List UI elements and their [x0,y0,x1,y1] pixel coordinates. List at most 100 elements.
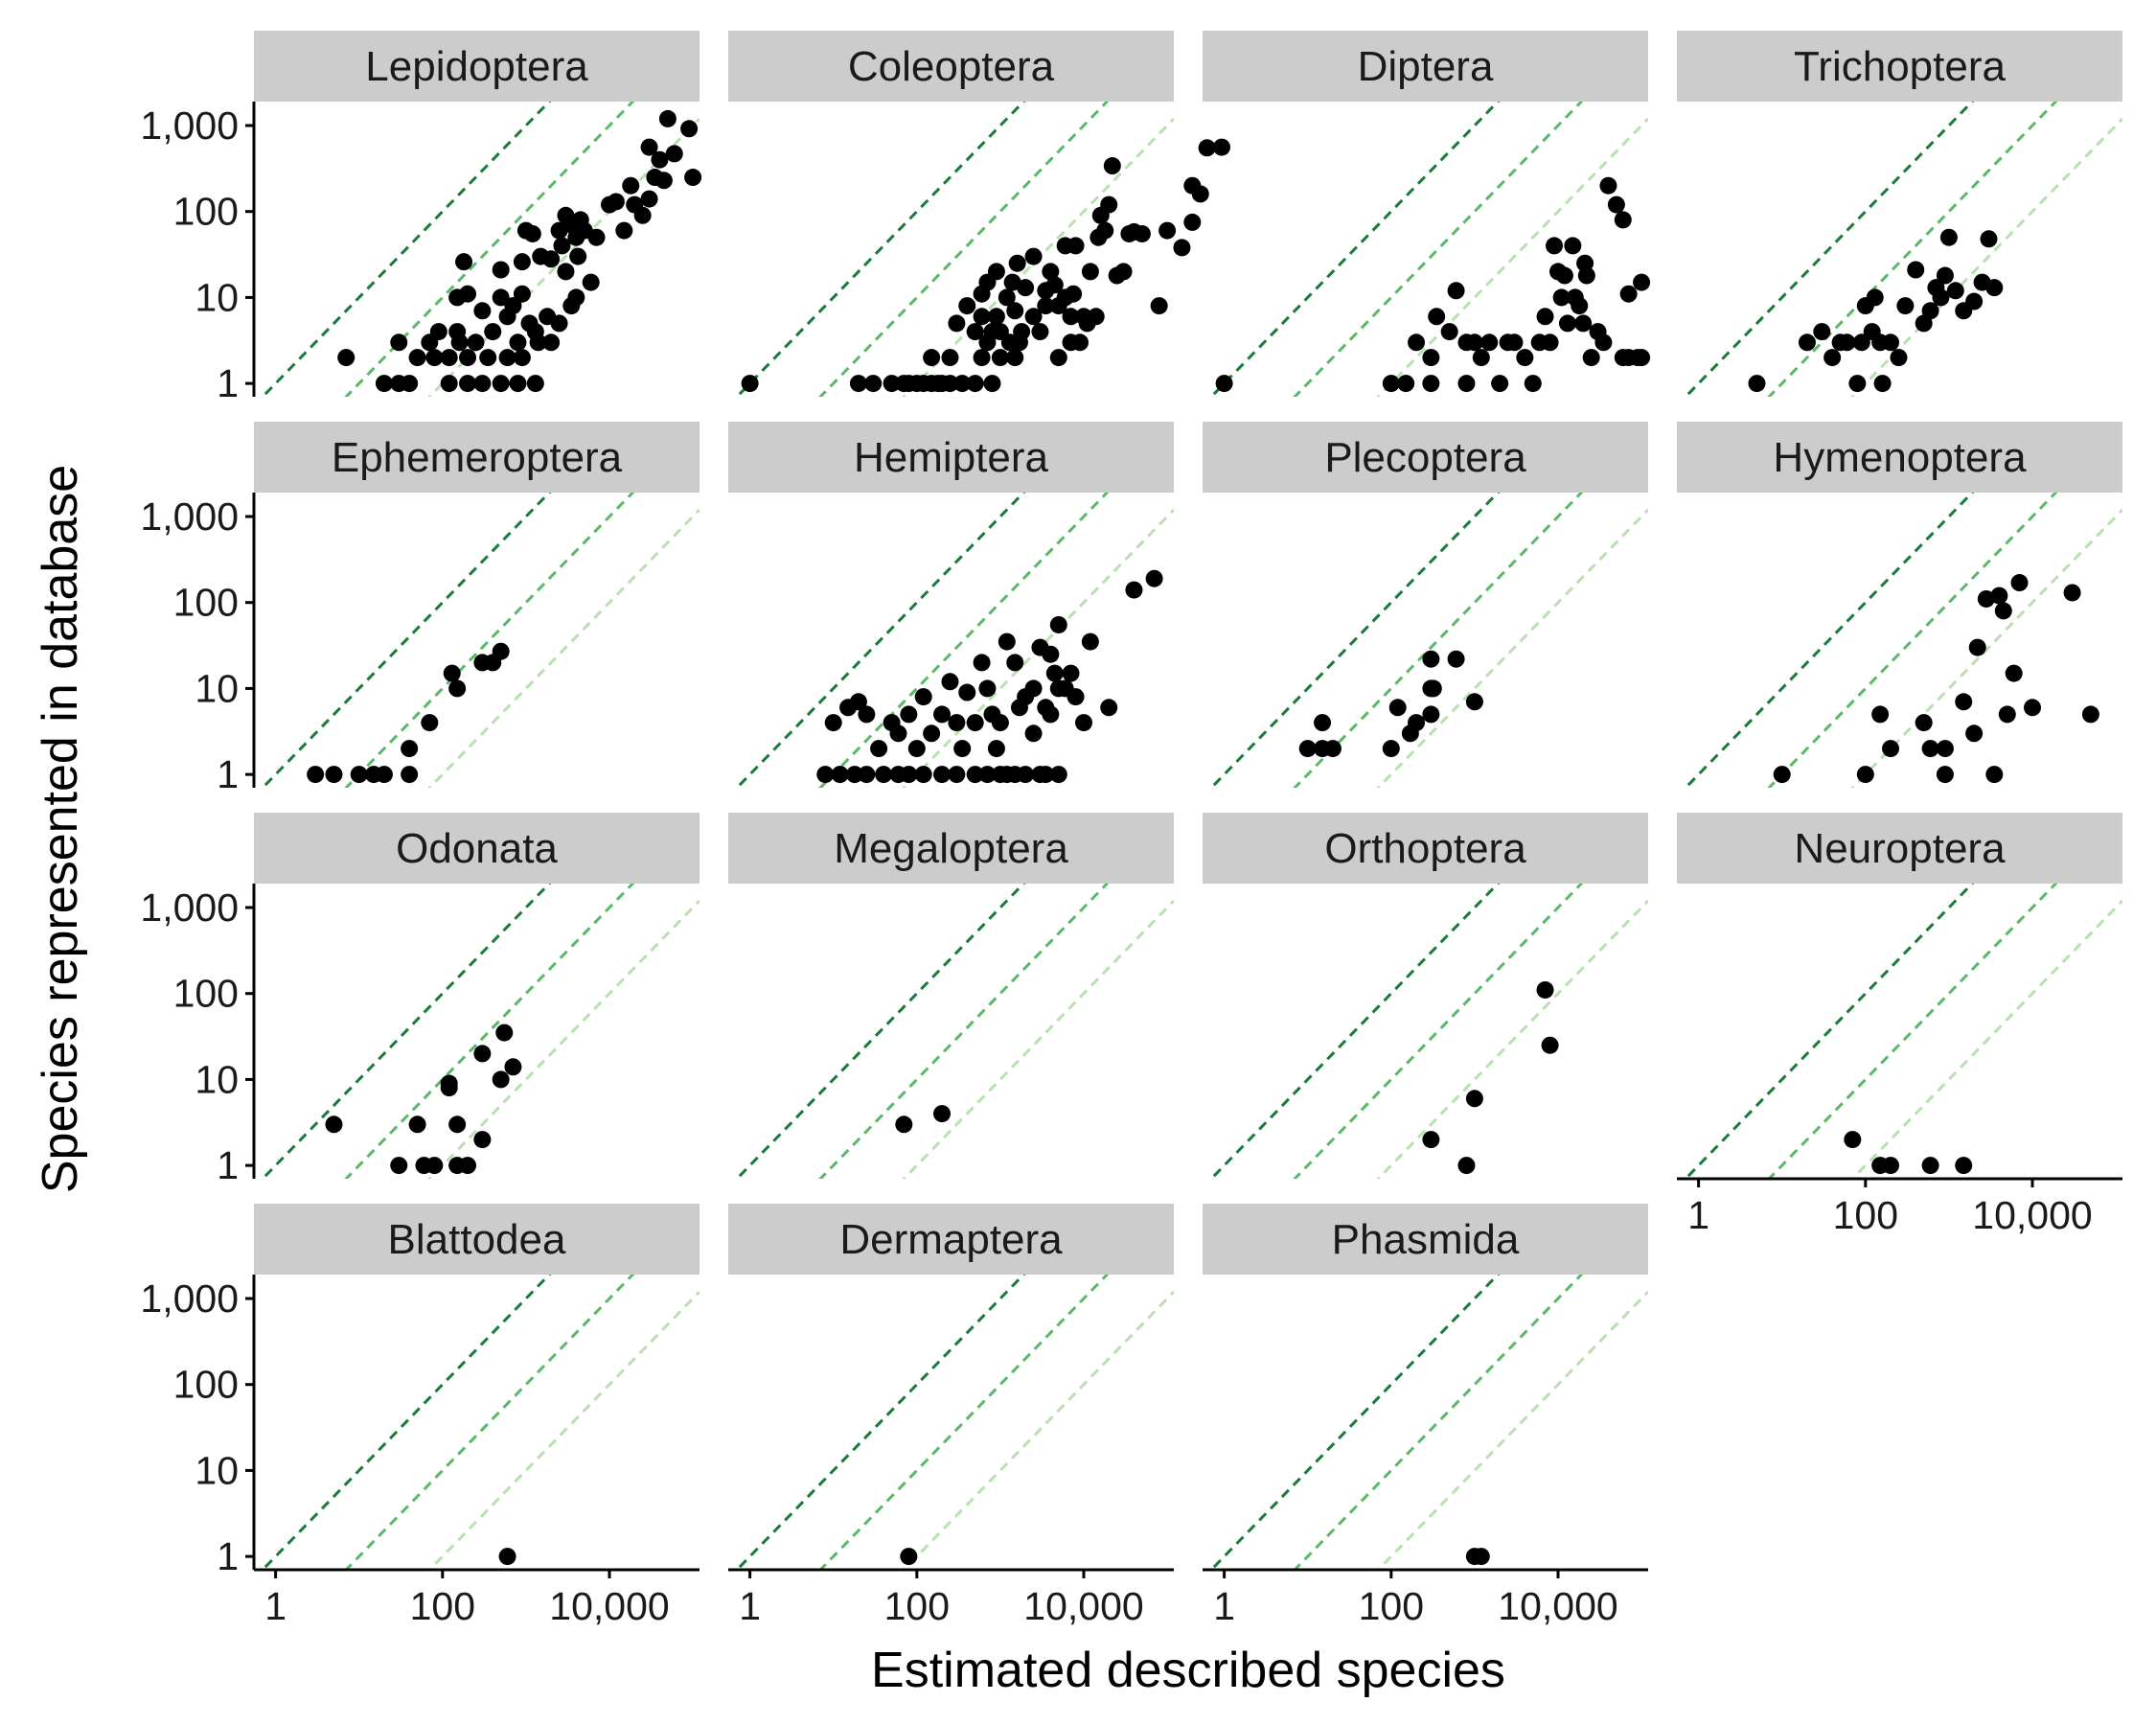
facet-strip-label: Megaloptera [834,825,1068,872]
data-point [440,349,458,367]
data-point [513,349,531,367]
data-point [973,654,991,672]
facet-panel: Coleoptera [728,31,1230,397]
y-axis-title: Species represented in database [33,465,88,1193]
data-point [1037,766,1055,784]
data-point [1191,185,1209,203]
data-point [615,221,633,240]
data-point [492,261,510,279]
data-point [889,724,907,743]
reference-line [1209,102,1501,397]
data-point [1968,638,1986,656]
reference-line [735,884,1026,1179]
data-point [1614,211,1632,229]
data-point [504,1058,522,1076]
data-point [1062,308,1080,326]
y-tick-label: 100 [173,1363,239,1407]
y-tick-label: 10 [195,1448,239,1492]
data-point [1100,196,1118,214]
reference-line [427,508,700,788]
data-point [1823,349,1842,367]
data-point [665,145,683,163]
data-point [864,375,883,393]
data-point [1388,699,1407,717]
data-point [1907,261,1925,279]
data-point [1114,263,1133,281]
data-point [978,679,997,698]
data-point [1045,664,1064,682]
facet-strip-label: Hymenoptera [1773,434,2027,481]
reference-line [261,1275,552,1570]
data-point [1505,334,1524,352]
facet-panel: Odonata 1 10 100 1,000 [140,813,700,1187]
data-point [542,250,561,268]
data-point [966,323,984,341]
facet-strip [254,1204,700,1275]
x-tick-label: 1 [739,1584,761,1628]
data-point [895,1116,913,1134]
facet-panels: Lepidoptera 1 10 100 1,000 Coleoptera Diptera T… [140,31,2122,1628]
data-point [1062,664,1080,682]
data-point [350,766,368,784]
facet-strip-label: Trichoptera [1794,43,2006,90]
data-point [325,766,343,784]
data-point [529,334,547,352]
data-point [948,766,966,784]
data-point [569,247,587,265]
facet-strip [1203,422,1648,493]
data-point [492,642,510,660]
data-point [941,375,959,393]
data-point [459,285,477,303]
data-point [1955,1157,1973,1175]
reference-line [902,117,1174,397]
data-point [492,288,510,307]
reference-line [1684,493,1975,788]
data-point [1558,314,1576,333]
data-point [2024,699,2042,717]
y-tick-label: 1 [217,1534,239,1578]
data-point [607,193,625,211]
data-point [1465,1090,1483,1108]
data-point [998,288,1016,307]
facet-strip-label: Coleoptera [848,43,1055,90]
data-point [983,375,1001,393]
data-point [933,705,952,724]
data-point [1633,349,1651,367]
data-point [1422,650,1440,668]
facet-strip-label: Blattodea [388,1216,566,1263]
x-tick-label: 100 [1359,1584,1424,1628]
data-point [875,766,893,784]
data-point [1936,266,1954,285]
data-point [933,1105,952,1123]
facet-panel: Neuroptera 1 100 10,000 [1677,813,2122,1237]
reference-lines [261,884,700,1179]
data-point [1006,349,1024,367]
data-point [542,334,561,352]
x-tick-label: 10,000 [1498,1584,1617,1628]
data-point [948,714,966,732]
data-point [941,349,959,367]
data-point [1465,334,1483,352]
reference-line [1850,508,2122,788]
data-point [1599,176,1617,195]
data-point [991,714,1009,732]
data-point [1037,297,1055,315]
reference-lines [1684,493,2122,788]
data-point [375,766,393,784]
data-point [1564,237,1582,255]
data-point [1024,308,1043,326]
data-point [2005,664,2023,682]
data-point [1017,279,1035,297]
data-point [1955,693,1973,711]
reference-lines [735,102,1174,397]
data-point [1049,349,1067,367]
data-point [1798,334,1816,352]
data-point [1065,285,1083,303]
data-point [455,253,473,271]
data-point [1422,705,1440,724]
data-point [1965,724,1984,743]
data-point [883,375,901,393]
data-point [1382,740,1400,758]
data-point [1024,724,1043,743]
data-point [498,1548,516,1566]
